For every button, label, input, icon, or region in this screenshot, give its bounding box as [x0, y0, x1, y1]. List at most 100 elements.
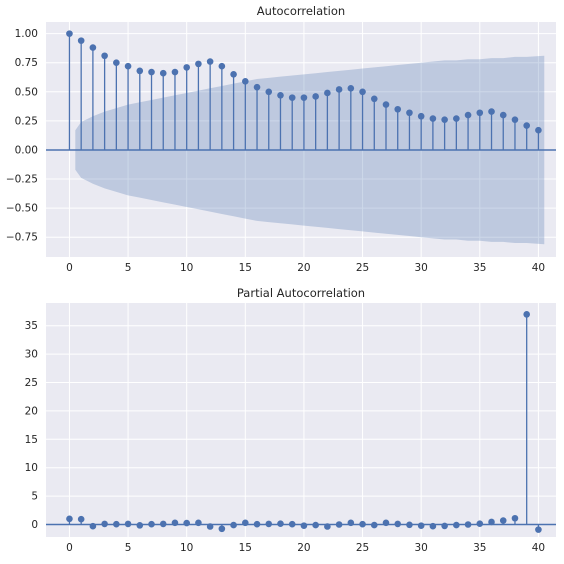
pacf-gridlines	[46, 303, 556, 537]
acf-xtick-label: 35	[473, 262, 486, 274]
pacf-point	[312, 521, 319, 529]
acf-point	[195, 60, 202, 68]
acf-point	[101, 52, 108, 60]
acf-point	[77, 37, 85, 44]
pacf-point	[523, 311, 530, 318]
pacf-point	[183, 519, 190, 527]
pacf-point	[476, 520, 484, 527]
acf-title: Autocorrelation	[257, 4, 345, 18]
acf-ytick-label: 0.25	[15, 115, 38, 127]
pacf-point	[124, 520, 132, 528]
acf-xtick-label: 5	[125, 262, 132, 274]
pacf-point	[429, 522, 437, 530]
pacf-xtick-label: 10	[180, 542, 193, 554]
pacf-ytick-label: 20	[25, 405, 38, 417]
pacf-xtick-label: 0	[66, 542, 73, 554]
pacf-point	[499, 517, 507, 524]
pacf-point	[406, 521, 413, 529]
acf-xtick-label: 20	[297, 262, 310, 274]
acf-point	[124, 62, 132, 70]
acf-ytick-label: 0.50	[15, 86, 38, 98]
pacf-plot-area	[46, 303, 556, 537]
acf-point	[429, 115, 437, 122]
pacf-point	[347, 519, 355, 527]
pacf-ytick-label: 5	[31, 491, 38, 503]
acf-point	[265, 88, 273, 96]
pacf-point	[300, 522, 308, 529]
acf-point	[359, 88, 366, 96]
pacf-point	[488, 518, 495, 526]
pacf-xtick-label: 5	[125, 542, 132, 554]
acf-point	[113, 59, 120, 67]
pacf-ytick-label: 30	[25, 349, 38, 361]
acf-ytick-label: 0.75	[15, 57, 38, 69]
pacf-point	[324, 523, 331, 530]
acf-point	[312, 93, 319, 100]
pacf-point	[230, 521, 237, 529]
acf-point	[66, 30, 73, 37]
acf-point	[324, 89, 331, 97]
pacf-tick-labels: 0 5 10 15 20 25 30 35 40 0 5 10 15 20 25 30 35	[25, 320, 545, 554]
acf-point	[464, 111, 472, 119]
pacf-xtick-label: 15	[239, 542, 252, 554]
pacf-chart: 0 5 10 15 20 25 30 35 40 0 5 10 15 20 25 30 35 Partial A…	[25, 286, 556, 554]
pacf-point	[206, 523, 214, 530]
pacf-point	[113, 520, 120, 528]
pacf-point	[417, 522, 425, 529]
pacf-point	[101, 520, 108, 528]
acf-point	[89, 44, 97, 51]
acf-chart: 0 5 10 15 20 25 30 35 40 −0.75 −0.50 −0.25 0.00 0.25 0…	[6, 4, 556, 274]
acf-point	[242, 78, 249, 85]
pacf-xtick-label: 40	[532, 542, 545, 554]
acf-point	[230, 71, 237, 78]
acf-point	[136, 67, 144, 75]
acf-point	[488, 108, 495, 115]
pacf-point	[441, 522, 448, 530]
pacf-ytick-label: 10	[25, 462, 38, 474]
acf-xtick-label: 10	[180, 262, 193, 274]
pacf-point	[171, 519, 179, 527]
acf-point	[523, 122, 530, 129]
acf-point	[406, 109, 413, 117]
acf-point	[417, 112, 425, 120]
pacf-point	[89, 522, 97, 530]
acf-point	[335, 86, 343, 93]
pacf-xtick-label: 35	[473, 542, 486, 554]
pacf-point	[77, 515, 85, 523]
pacf-point	[394, 520, 402, 528]
acf-ytick-label: 0.00	[15, 144, 38, 156]
pacf-point	[370, 521, 378, 529]
acf-ytick-label: −0.50	[6, 203, 38, 215]
pacf-title: Partial Autocorrelation	[237, 286, 365, 300]
acf-point	[206, 58, 214, 65]
pacf-ytick-label: 15	[25, 434, 38, 446]
pacf-point	[66, 515, 73, 523]
acf-point	[347, 85, 355, 92]
pacf-point	[159, 520, 167, 528]
acf-point	[382, 101, 390, 108]
acf-point	[218, 62, 226, 70]
acf-tick-labels: 0 5 10 15 20 25 30 35 40 −0.75 −0.50 −0.25 0.00 0.25 0…	[6, 28, 545, 274]
pacf-point	[359, 520, 366, 528]
acf-point	[441, 116, 448, 124]
acf-xtick-label: 0	[66, 262, 73, 274]
pacf-xtick-label: 25	[356, 542, 369, 554]
pacf-point	[535, 526, 542, 533]
pacf-point	[195, 519, 202, 527]
acf-point	[300, 94, 308, 101]
acf-point	[148, 68, 155, 76]
pacf-point	[218, 525, 226, 533]
acf-ytick-label: −0.25	[6, 174, 38, 186]
acf-ytick-label: 1.00	[15, 28, 38, 40]
acf-point	[394, 105, 402, 113]
acf-point	[476, 109, 484, 117]
acf-point	[253, 83, 261, 91]
acf-point	[183, 64, 190, 71]
acf-xtick-label: 25	[356, 262, 369, 274]
pacf-ytick-label: 35	[25, 320, 38, 332]
pacf-point	[148, 520, 155, 528]
acf-point	[288, 94, 296, 101]
acf-point	[511, 116, 519, 124]
acf-plot-area	[46, 22, 556, 257]
acf-point	[277, 91, 284, 99]
